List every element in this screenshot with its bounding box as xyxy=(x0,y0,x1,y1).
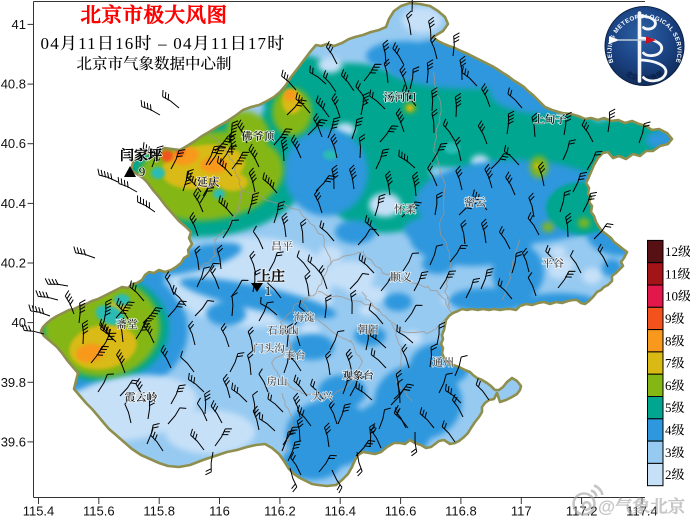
svg-text:11级: 11级 xyxy=(665,266,690,281)
svg-text:朝阳: 朝阳 xyxy=(358,324,379,336)
svg-text:昌平: 昌平 xyxy=(271,240,293,253)
svg-text:1: 1 xyxy=(265,283,272,298)
svg-text:3级: 3级 xyxy=(665,445,685,460)
svg-text:顺义: 顺义 xyxy=(390,271,412,284)
svg-text:北京市气象数据中心制: 北京市气象数据中心制 xyxy=(76,55,231,73)
svg-text:大兴: 大兴 xyxy=(312,391,333,403)
svg-text:怀柔: 怀柔 xyxy=(394,203,416,216)
svg-text:40.2: 40.2 xyxy=(1,256,26,271)
svg-text:10级: 10级 xyxy=(665,289,690,304)
svg-text:9: 9 xyxy=(139,164,146,179)
svg-text:40: 40 xyxy=(12,315,26,330)
svg-text:116.2: 116.2 xyxy=(264,504,296,519)
svg-text:平谷: 平谷 xyxy=(542,257,564,270)
svg-text:观象台: 观象台 xyxy=(342,370,374,382)
svg-text:通州: 通州 xyxy=(432,356,454,369)
svg-text:115.4: 115.4 xyxy=(23,504,55,519)
svg-text:霞云岭: 霞云岭 xyxy=(125,391,158,404)
svg-text:40.4: 40.4 xyxy=(1,196,26,211)
svg-text:上甸子: 上甸子 xyxy=(534,113,567,126)
svg-text:40.8: 40.8 xyxy=(1,77,26,92)
svg-text:海淀: 海淀 xyxy=(294,312,315,324)
svg-text:39.8: 39.8 xyxy=(1,375,26,390)
svg-text:石景山: 石景山 xyxy=(267,325,299,337)
svg-text:116.8: 116.8 xyxy=(445,504,477,519)
svg-text:门头沟: 门头沟 xyxy=(253,343,285,355)
svg-text:8级: 8级 xyxy=(665,333,685,348)
svg-text:5级: 5级 xyxy=(665,400,685,415)
svg-text:117.4: 117.4 xyxy=(626,504,658,519)
svg-text:汤河口: 汤河口 xyxy=(384,91,417,104)
svg-text:39.6: 39.6 xyxy=(1,434,26,449)
svg-text:丰台: 丰台 xyxy=(285,350,306,362)
svg-text:41: 41 xyxy=(12,17,26,32)
svg-text:04月11日16时 – 04月11日17时: 04月11日16时 – 04月11日17时 xyxy=(41,34,286,53)
svg-text:12级: 12级 xyxy=(665,244,690,259)
svg-text:2级: 2级 xyxy=(665,467,685,482)
svg-text:房山: 房山 xyxy=(267,376,288,388)
svg-text:佛爷顶: 佛爷顶 xyxy=(242,130,275,143)
svg-text:40.6: 40.6 xyxy=(1,136,26,151)
svg-text:上庄: 上庄 xyxy=(257,268,285,285)
svg-text:9级: 9级 xyxy=(665,311,685,326)
svg-text:116.4: 116.4 xyxy=(324,504,356,519)
svg-text:116: 116 xyxy=(209,504,230,519)
svg-text:密云: 密云 xyxy=(464,196,486,209)
svg-text:@气象北京: @气象北京 xyxy=(598,497,686,517)
svg-text:闫家坪: 闫家坪 xyxy=(120,147,162,164)
svg-text:7级: 7级 xyxy=(665,356,685,371)
svg-text:115.6: 115.6 xyxy=(83,504,115,519)
svg-text:北京市极大风图: 北京市极大风图 xyxy=(81,4,228,27)
svg-text:斋堂: 斋堂 xyxy=(116,318,138,331)
svg-text:116.6: 116.6 xyxy=(385,504,417,519)
svg-text:117: 117 xyxy=(511,504,532,519)
svg-text:4级: 4级 xyxy=(665,422,685,437)
svg-text:115.8: 115.8 xyxy=(143,504,175,519)
svg-text:6级: 6级 xyxy=(665,378,685,393)
svg-text:延庆: 延庆 xyxy=(197,176,220,189)
